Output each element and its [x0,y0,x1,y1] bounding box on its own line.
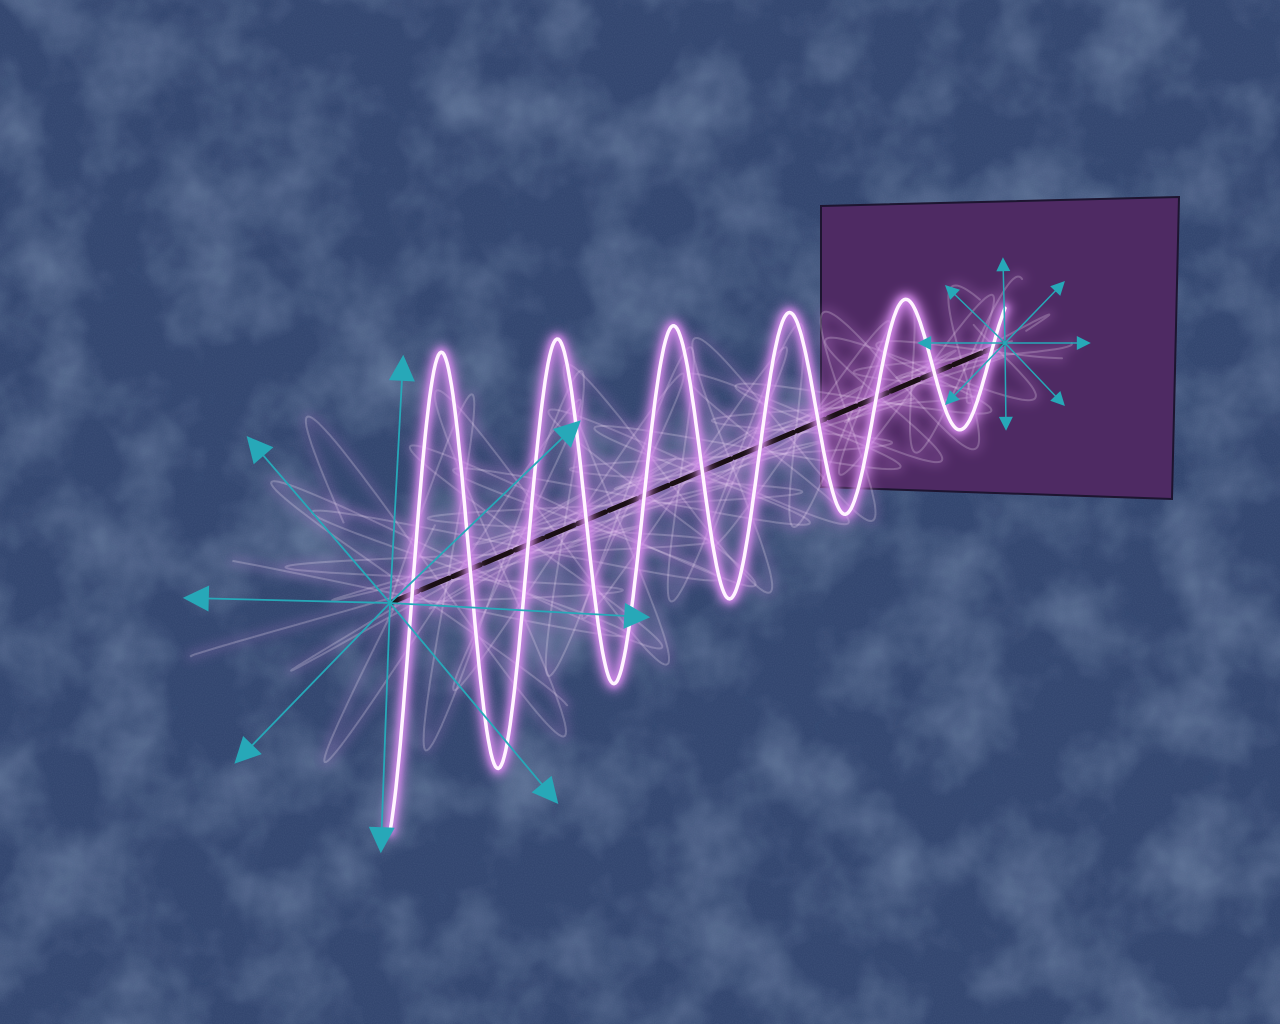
unpolarized-wave [389,275,1024,752]
arrow-right-icon [389,602,651,629]
arrow-down-left-icon [945,342,1006,406]
arrow-up-icon [388,354,415,604]
arrow-up-right-icon [389,420,581,604]
polarized-wave-core [388,297,1007,834]
arrow-up-icon [996,257,1011,344]
arrow-up-left-icon [246,436,391,604]
arrow-left-icon [182,585,391,612]
polarized-wave [382,291,1013,840]
arrow-down-right-icon [389,602,559,804]
arrow-down-icon [998,342,1013,431]
unpolarized-wave-glow [385,271,1028,756]
filtered-arrow-star [917,257,1091,431]
arrow-down-icon [368,602,395,854]
source-arrow-star [182,354,651,854]
arrow-down-left-icon [234,602,391,764]
arrow-up-right-icon [1004,280,1065,344]
unpolarized-wave-bundle [185,271,1077,768]
arrow-down-right-icon [1004,342,1065,407]
arrow-up-left-icon [944,285,1006,344]
